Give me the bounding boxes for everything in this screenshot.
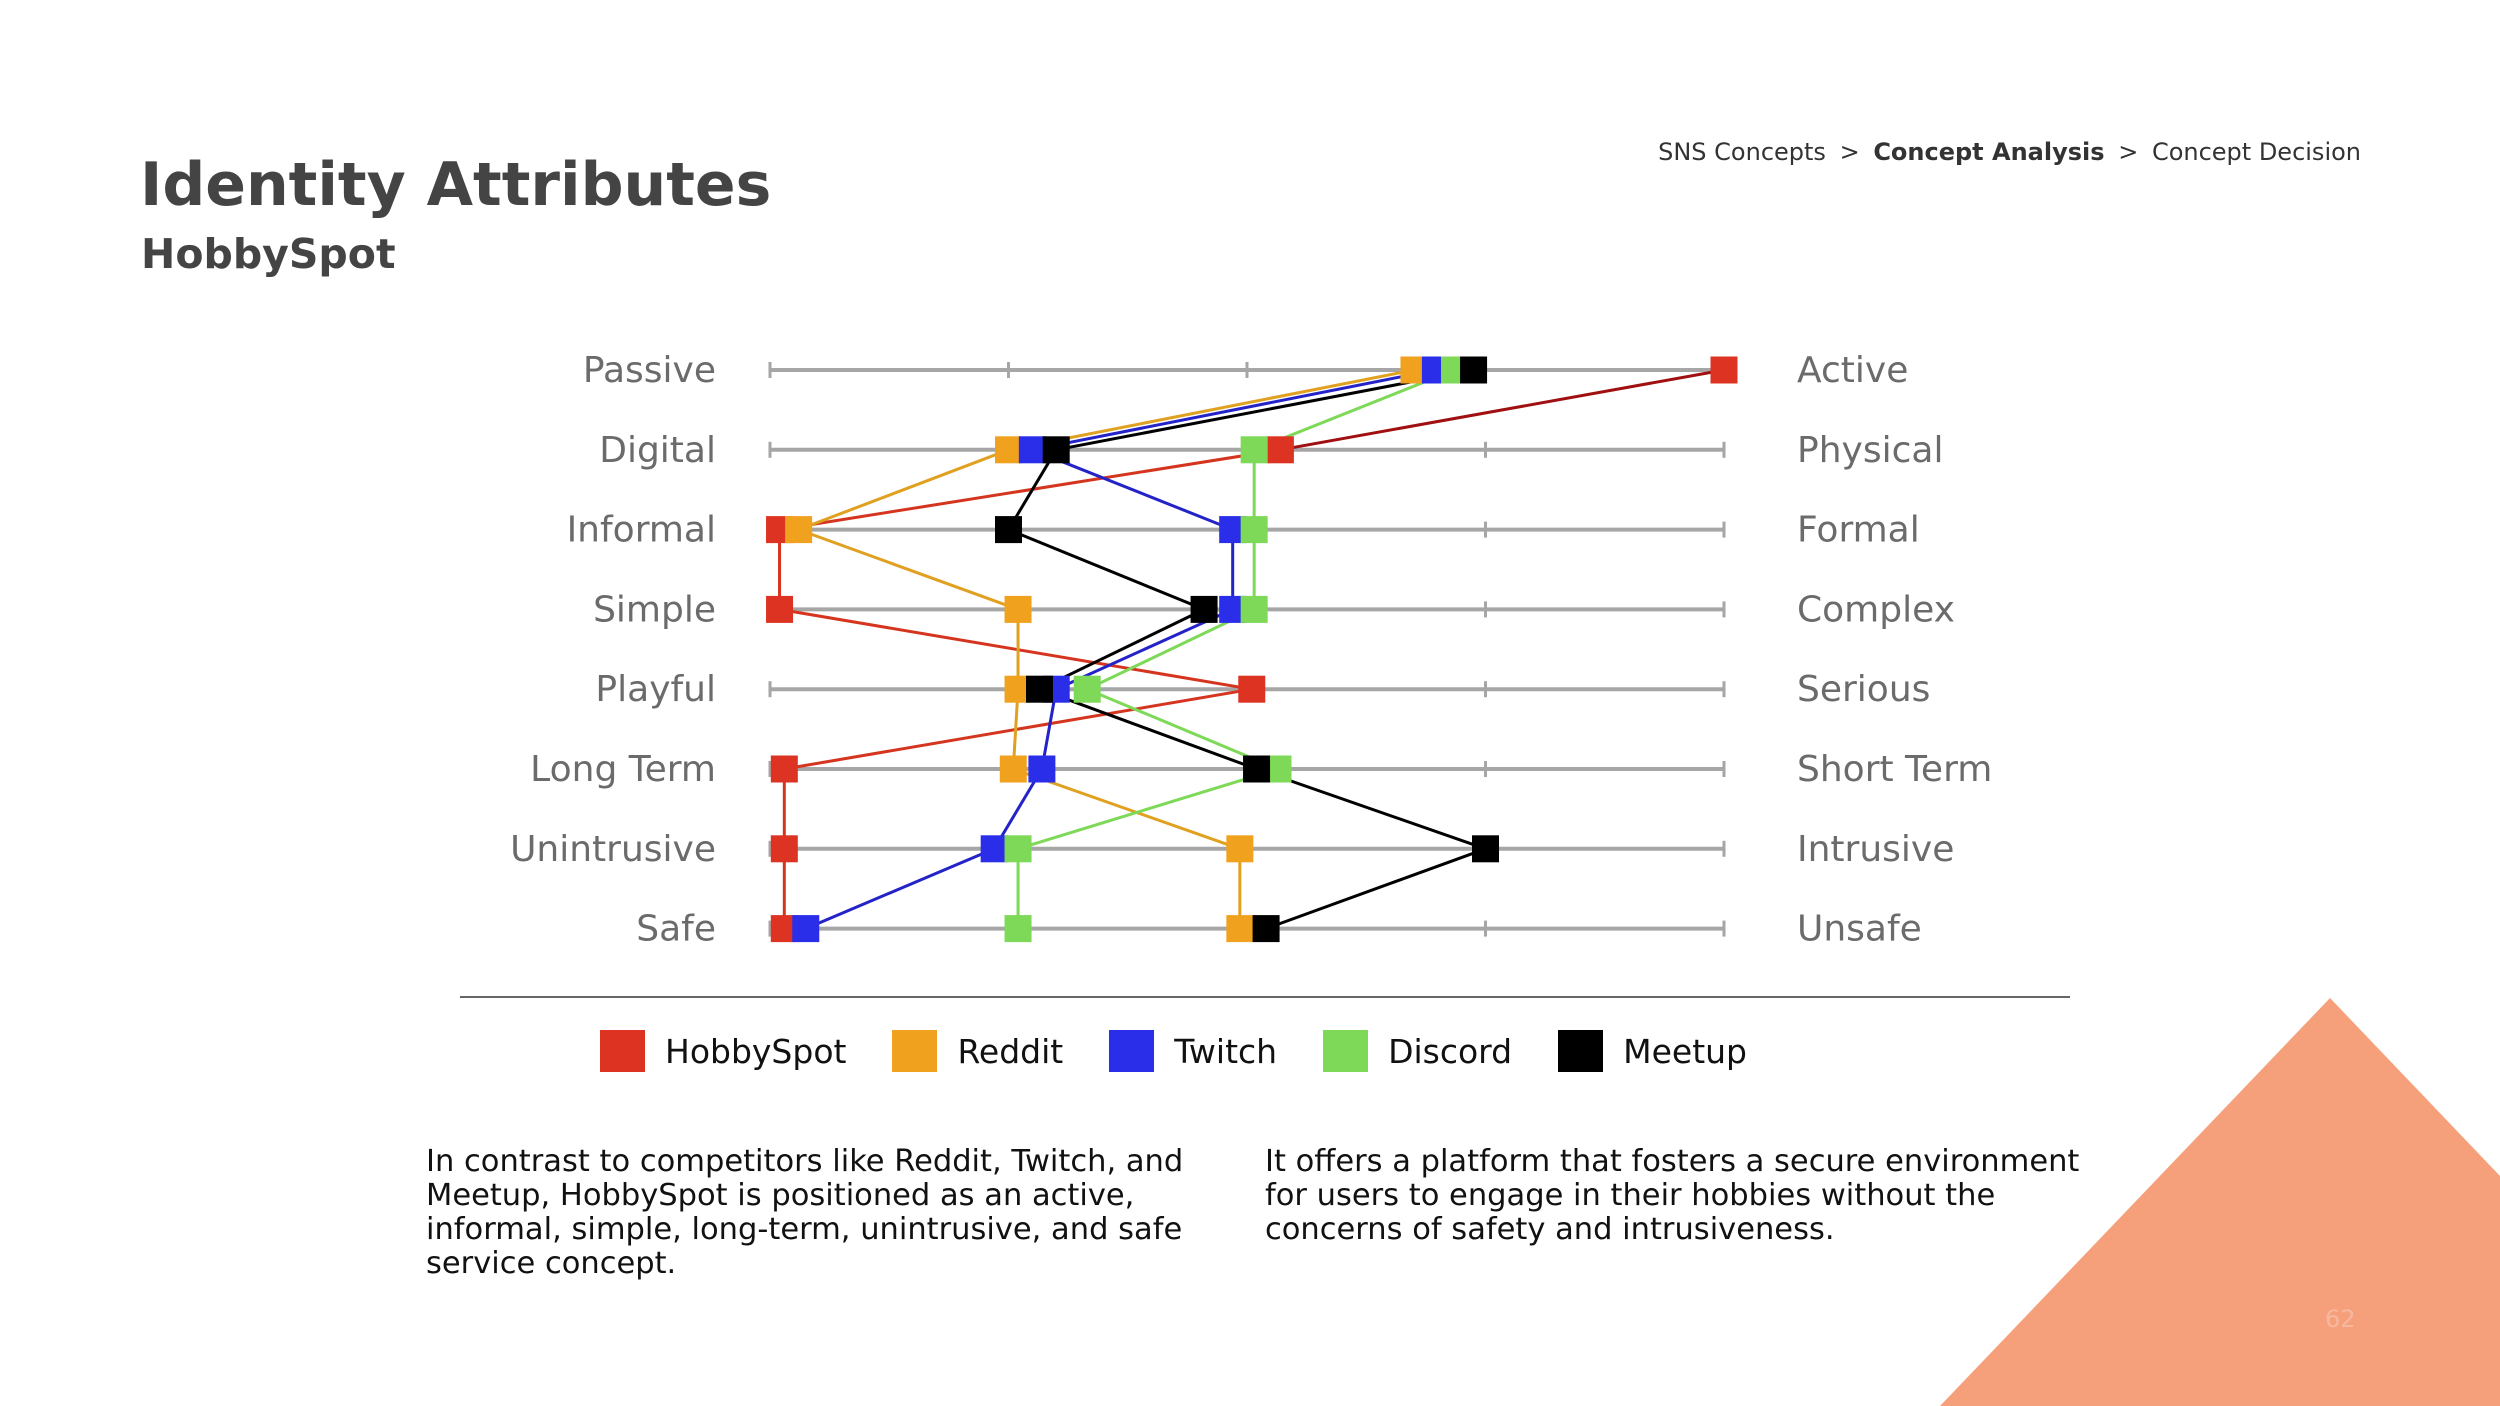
legend-label: Reddit: [957, 1031, 1064, 1071]
legend-label: Meetup: [1623, 1031, 1748, 1071]
row-label-right: Complex: [1797, 589, 1955, 630]
corner-triangle: [1940, 998, 2500, 1406]
data-point-reddit: [1226, 835, 1254, 863]
row-label-right: Unsafe: [1797, 909, 1922, 950]
legend-swatch-hobbyspot: [600, 1030, 645, 1072]
summary-paragraph-left: In contrast to competitors like Reddit, …: [426, 1144, 1184, 1281]
data-point-meetup: [1190, 595, 1218, 623]
data-point-meetup: [1026, 675, 1054, 703]
series-line-hobbyspot: [779, 448, 1281, 532]
series-line-meetup: [1265, 847, 1487, 931]
legend-swatch-reddit: [892, 1030, 938, 1072]
series-line-reddit: [798, 528, 1019, 611]
legend-label: HobbySpot: [665, 1031, 847, 1071]
chart-divider: [460, 996, 2070, 998]
data-point-meetup: [1042, 436, 1070, 464]
data-point-hobbyspot: [770, 835, 798, 863]
series-line-hobbyspot: [1280, 368, 1725, 452]
data-point-twitch: [980, 835, 1008, 863]
data-point-reddit: [1226, 915, 1254, 943]
row-label-left: Digital: [599, 430, 716, 471]
legend-item-hobbyspot: HobbySpot: [600, 1030, 846, 1072]
page-subtitle: HobbySpot: [141, 230, 396, 278]
data-point-meetup: [1460, 356, 1488, 384]
summary-paragraph-right: It offers a platform that fosters a secu…: [1265, 1144, 2080, 1247]
data-point-meetup: [1243, 755, 1271, 783]
data-point-discord: [1240, 516, 1268, 544]
legend-swatch-meetup: [1558, 1030, 1604, 1072]
data-point-reddit: [785, 516, 813, 544]
legend-item-reddit: Reddit: [892, 1030, 1063, 1072]
data-point-discord: [1004, 915, 1032, 943]
data-point-discord: [1004, 835, 1032, 863]
decorative-corner-shape: [1940, 998, 2500, 1406]
row-label-left: Unintrusive: [510, 829, 716, 870]
legend-label: Twitch: [1174, 1031, 1278, 1071]
legend-item-meetup: Meetup: [1558, 1030, 1747, 1072]
series-line-meetup: [1007, 528, 1205, 611]
breadcrumb-item-concept-analysis[interactable]: Concept Analysis: [1873, 138, 2105, 166]
page-title: Identity Attributes: [140, 150, 772, 220]
breadcrumb-separator: >: [1839, 138, 1860, 166]
data-point-reddit: [1004, 595, 1032, 623]
row-label-left: Simple: [593, 589, 716, 630]
data-point-discord: [1240, 595, 1268, 623]
data-point-hobbyspot: [1238, 675, 1266, 703]
row-label-left: Playful: [595, 669, 716, 710]
data-point-meetup: [1472, 835, 1499, 863]
page-number: 62: [2325, 1305, 2356, 1333]
breadcrumb-item-concept-decision[interactable]: Concept Decision: [2151, 138, 2361, 166]
data-point-hobbyspot: [1710, 356, 1738, 384]
data-point-meetup: [1252, 915, 1280, 943]
data-point-discord: [1073, 675, 1101, 703]
row-label-left: Long Term: [530, 749, 716, 790]
row-label-right: Short Term: [1797, 749, 1992, 790]
data-point-reddit: [995, 436, 1022, 464]
data-point-meetup: [995, 516, 1022, 544]
series-line-twitch: [1032, 368, 1436, 452]
series-line-discord: [1017, 767, 1279, 851]
series-line-meetup: [1256, 767, 1486, 851]
legend-swatch-twitch: [1109, 1030, 1155, 1072]
data-point-hobbyspot: [1266, 436, 1294, 464]
series-line-twitch: [805, 847, 995, 930]
row-label-right: Physical: [1797, 430, 1943, 471]
identity-attributes-chart: Passive Active Digital Physical Informal Form…: [510, 350, 1992, 950]
series-line-reddit: [1008, 368, 1415, 452]
series-line-meetup: [1038, 687, 1258, 771]
series-line-reddit: [798, 448, 1010, 532]
row-label-left: Safe: [636, 909, 716, 950]
row-label-left: Passive: [583, 350, 716, 391]
chart-legend: HobbySpot Reddit Twitch Discord Meetup: [600, 1026, 1793, 1076]
breadcrumb-separator: >: [2118, 138, 2139, 166]
legend-label: Discord: [1388, 1031, 1513, 1071]
legend-item-discord: Discord: [1323, 1030, 1512, 1072]
row-label-right: Serious: [1797, 669, 1930, 710]
data-point-hobbyspot: [770, 755, 798, 783]
data-point-twitch: [792, 915, 820, 943]
legend-item-twitch: Twitch: [1109, 1030, 1277, 1072]
breadcrumb-item-sns-concepts[interactable]: SNS Concepts: [1658, 138, 1826, 166]
legend-swatch-discord: [1323, 1030, 1369, 1072]
series-line-hobbyspot: [784, 687, 1253, 771]
row-label-right: Formal: [1797, 510, 1920, 551]
data-point-hobbyspot: [766, 595, 794, 623]
data-point-reddit: [999, 755, 1027, 783]
series-line-hobbyspot: [779, 607, 1253, 691]
row-label-right: Active: [1797, 350, 1908, 391]
data-point-twitch: [1018, 436, 1046, 464]
row-label-left: Informal: [567, 510, 716, 551]
data-point-twitch: [1028, 755, 1056, 783]
row-label-right: Intrusive: [1797, 829, 1954, 870]
breadcrumb: SNS Concepts > Concept Analysis > Concep…: [1658, 138, 2361, 166]
data-point-discord: [1240, 436, 1268, 464]
